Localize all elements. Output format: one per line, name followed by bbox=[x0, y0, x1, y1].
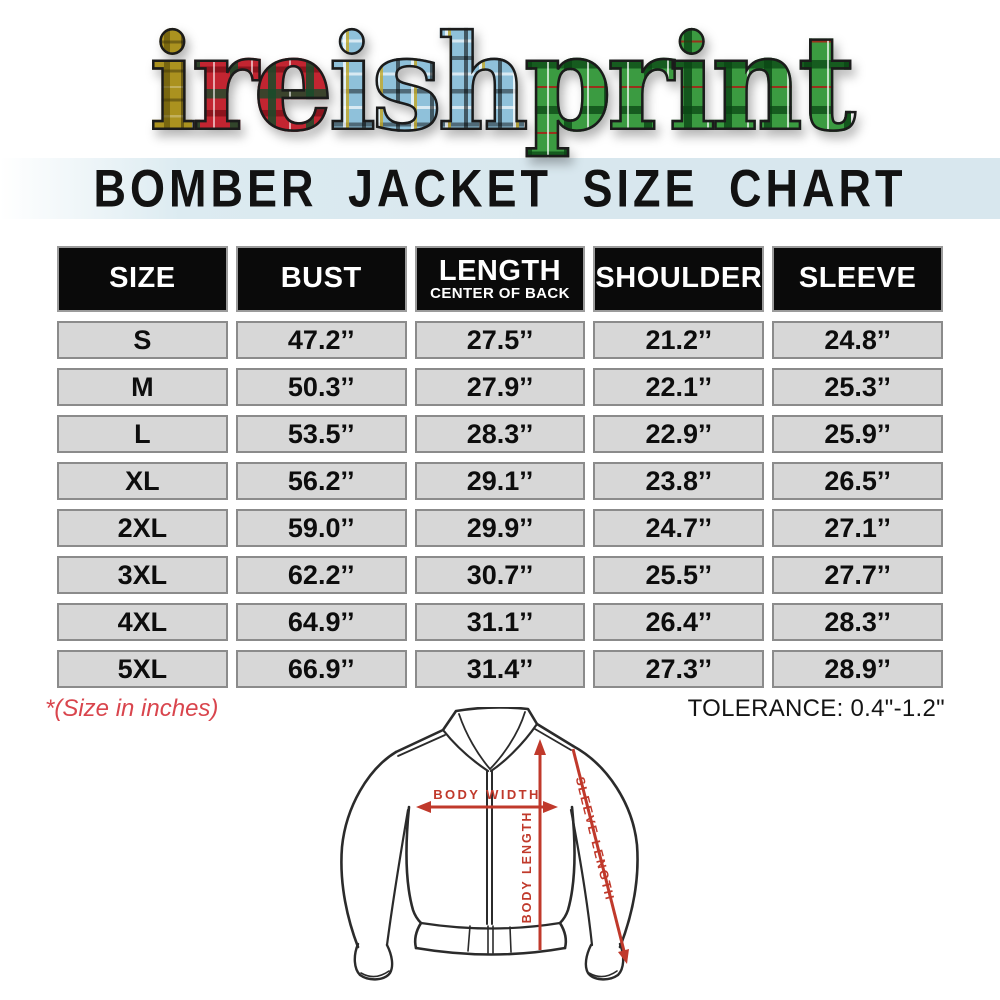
cell-shoulder-3xl: 25.5’’ bbox=[593, 556, 765, 594]
cell-length-5xl: 31.4’’ bbox=[414, 650, 586, 688]
cell-length-m: 27.9’’ bbox=[414, 368, 586, 406]
brand-logo: ireishprint bbox=[148, 6, 857, 160]
cell-sleeve-5xl: 28.9’’ bbox=[772, 650, 943, 688]
column-header-bust: BUST bbox=[235, 246, 407, 312]
cell-bust-4xl: 64.9’’ bbox=[235, 603, 407, 641]
cell-shoulder-4xl: 26.4’’ bbox=[593, 603, 765, 641]
cell-shoulder-5xl: 27.3’’ bbox=[593, 650, 765, 688]
cell-shoulder-s: 21.2’’ bbox=[593, 321, 765, 359]
cell-shoulder-xl: 23.8’’ bbox=[593, 462, 765, 500]
logo-segment-red: re bbox=[191, 6, 335, 160]
size-table: SIZE BUST LENGTH CENTER OF BACK SHOULDER… bbox=[57, 246, 943, 688]
jacket-measurement-diagram: BODY WIDTH BODY LENGTH SLEEVE LENGTH bbox=[340, 707, 639, 981]
cell-sleeve-s: 24.8’’ bbox=[772, 321, 943, 359]
page-title: BOMBER JACKET SIZE CHART bbox=[93, 157, 907, 218]
column-subheader-center-of-back: CENTER OF BACK bbox=[430, 285, 570, 303]
cell-length-s: 27.5’’ bbox=[414, 321, 586, 359]
logo-segment-green: print bbox=[523, 6, 857, 160]
cell-length-2xl: 29.9’’ bbox=[414, 509, 586, 547]
cell-shoulder-m: 22.1’’ bbox=[593, 368, 765, 406]
cell-sleeve-3xl: 27.7’’ bbox=[772, 556, 943, 594]
arrowhead-up-icon bbox=[534, 739, 546, 755]
column-header-sleeve: SLEEVE bbox=[772, 246, 943, 312]
cell-bust-s: 47.2’’ bbox=[235, 321, 407, 359]
cell-bust-5xl: 66.9’’ bbox=[235, 650, 407, 688]
cell-sleeve-l: 25.9’’ bbox=[772, 415, 943, 453]
column-header-length: LENGTH CENTER OF BACK bbox=[414, 246, 586, 312]
cell-size-5xl: 5XL bbox=[57, 650, 228, 688]
cell-size-xl: XL bbox=[57, 462, 228, 500]
body-width-label: BODY WIDTH bbox=[433, 787, 541, 802]
cell-size-m: M bbox=[57, 368, 228, 406]
logo-segment-blue: ish bbox=[327, 6, 530, 160]
sleeve-length-label: SLEEVE LENGTH bbox=[573, 775, 617, 902]
column-header-shoulder: SHOULDER bbox=[593, 246, 765, 312]
cell-sleeve-m: 25.3’’ bbox=[772, 368, 943, 406]
jacket-outline bbox=[340, 707, 639, 981]
logo-segment-gold: i bbox=[148, 6, 198, 160]
cell-shoulder-2xl: 24.7’’ bbox=[593, 509, 765, 547]
cell-size-4xl: 4XL bbox=[57, 603, 228, 641]
cell-size-3xl: 3XL bbox=[57, 556, 228, 594]
cell-size-s: S bbox=[57, 321, 228, 359]
measurement-arrows: BODY WIDTH BODY LENGTH SLEEVE LENGTH bbox=[416, 739, 629, 964]
tolerance-note: TOLERANCE: 0.4"-1.2" bbox=[687, 695, 945, 722]
cell-length-xl: 29.1’’ bbox=[414, 462, 586, 500]
arrowhead-left-icon bbox=[416, 801, 431, 813]
cell-length-4xl: 31.1’’ bbox=[414, 603, 586, 641]
cell-size-l: L bbox=[57, 415, 228, 453]
cell-length-l: 28.3’’ bbox=[414, 415, 586, 453]
cell-bust-m: 50.3’’ bbox=[235, 368, 407, 406]
cell-sleeve-2xl: 27.1’’ bbox=[772, 509, 943, 547]
cell-shoulder-l: 22.9’’ bbox=[593, 415, 765, 453]
cell-bust-xl: 56.2’’ bbox=[235, 462, 407, 500]
arrowhead-right-icon bbox=[543, 801, 558, 813]
cell-sleeve-4xl: 28.3’’ bbox=[772, 603, 943, 641]
column-header-size: SIZE bbox=[57, 246, 228, 312]
cell-bust-l: 53.5’’ bbox=[235, 415, 407, 453]
sleeve-length-arrow bbox=[571, 748, 626, 952]
jacket-diagram-wrap: BODY WIDTH BODY LENGTH SLEEVE LENGTH bbox=[0, 707, 1000, 999]
size-units-note: *(Size in inches) bbox=[45, 695, 219, 722]
cell-size-2xl: 2XL bbox=[57, 509, 228, 547]
cell-sleeve-xl: 26.5’’ bbox=[772, 462, 943, 500]
cell-length-3xl: 30.7’’ bbox=[414, 556, 586, 594]
cell-bust-2xl: 59.0’’ bbox=[235, 509, 407, 547]
body-length-label: BODY LENGTH bbox=[520, 811, 534, 924]
notes-row: *(Size in inches) TOLERANCE: 0.4"-1.2" bbox=[0, 695, 1000, 725]
arrowhead-sleeve-icon bbox=[618, 949, 629, 964]
cell-bust-3xl: 62.2’’ bbox=[235, 556, 407, 594]
logo-row: ireishprint bbox=[0, 0, 1000, 160]
title-banner: BOMBER JACKET SIZE CHART bbox=[0, 158, 1000, 219]
